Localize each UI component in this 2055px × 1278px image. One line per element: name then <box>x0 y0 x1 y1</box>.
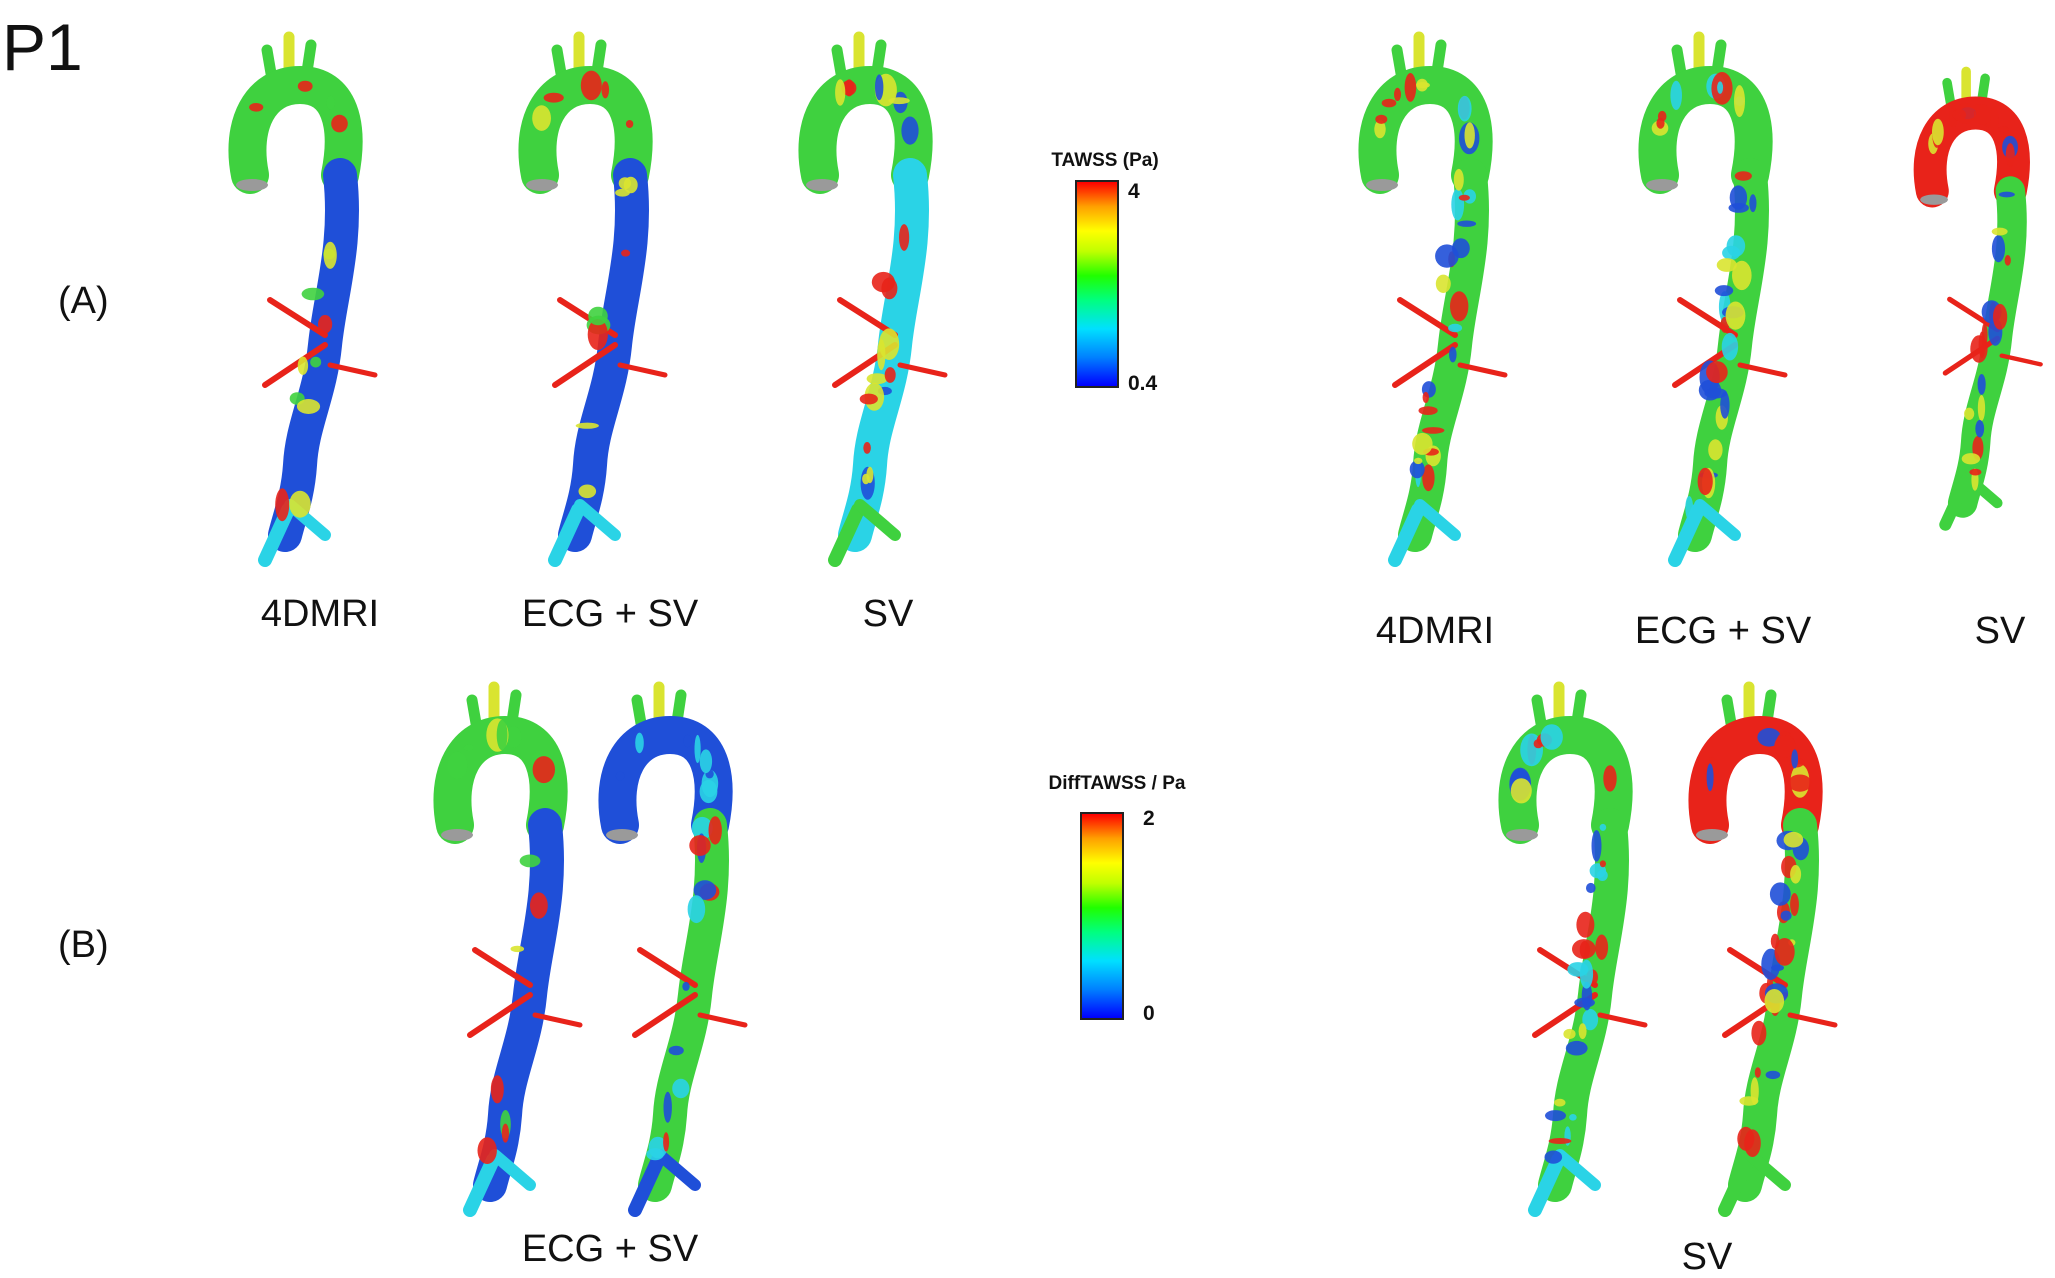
aorta-render-a-right-sv <box>1913 66 2043 531</box>
caption-a-left-sv: SV <box>862 593 914 635</box>
caption-b-right: SV <box>1681 1236 1733 1278</box>
caption-a-left-ecg-sv: ECG + SV <box>521 593 699 635</box>
caption-b-left: ECG + SV <box>521 1228 699 1270</box>
tawss-max-label: 4 <box>1128 180 1140 203</box>
aorta-render-a-left-4dmri <box>228 31 378 567</box>
diff-min-label: 0 <box>1143 1002 1155 1025</box>
tawss-legend-title: TAWSS (Pa) <box>1051 150 1159 171</box>
aorta-render-a-right-4dmri <box>1358 31 1508 567</box>
tawss-colorbar <box>1075 180 1119 388</box>
aorta-render-b-right-2 <box>1688 681 1838 1217</box>
diff-legend-title: DiffTAWSS / Pa <box>1048 773 1186 794</box>
aorta-render-a-right-ecg-sv <box>1638 31 1788 567</box>
figure-title: P1 <box>2 10 83 84</box>
row-label-b: (B) <box>58 924 109 966</box>
aorta-render-b-left-1 <box>433 681 583 1217</box>
tawss-min-label: 0.4 <box>1128 372 1158 395</box>
caption-a-right-ecg-sv: ECG + SV <box>1634 610 1812 652</box>
caption-a-right-sv: SV <box>1974 610 2026 652</box>
aorta-render-b-right-1 <box>1498 681 1648 1217</box>
aorta-render-a-left-ecg-sv <box>518 31 668 567</box>
caption-a-left-4dmri: 4DMRI <box>260 593 380 635</box>
aorta-render-a-left-sv <box>798 31 948 567</box>
diff-max-label: 2 <box>1143 807 1155 830</box>
diff-colorbar <box>1080 812 1124 1020</box>
aorta-render-b-left-2 <box>598 681 748 1217</box>
caption-a-right-4dmri: 4DMRI <box>1375 610 1495 652</box>
row-label-a: (A) <box>58 280 109 322</box>
